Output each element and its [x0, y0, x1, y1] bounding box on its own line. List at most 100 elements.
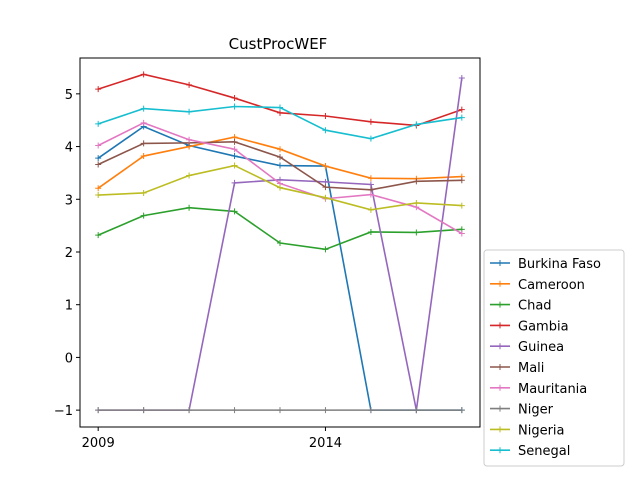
data-point-senegal [186, 108, 193, 115]
data-point-niger [186, 407, 193, 414]
data-point-niger [413, 407, 420, 414]
legend-label-chad: Chad [518, 299, 552, 314]
data-point-mali [413, 178, 420, 185]
legend-marker-guinea [497, 343, 503, 350]
data-point-gambia [231, 95, 238, 102]
y-tick-label: 5 [65, 88, 73, 103]
legend-marker-gambia [497, 322, 503, 329]
data-point-senegal [140, 105, 147, 112]
data-point-nigeria [458, 202, 465, 209]
data-point-gambia [95, 86, 102, 93]
legend-marker-senegal [497, 447, 503, 454]
data-point-chad [367, 228, 374, 235]
y-tick-label: 0 [65, 351, 73, 366]
x-tick-label: 2009 [82, 436, 115, 451]
y-axis: −1 0 1 2 3 4 5 [54, 88, 80, 419]
legend-label-burkina-faso: Burkina Faso [518, 257, 601, 272]
data-point-chad [231, 208, 238, 215]
data-point-niger [140, 407, 147, 414]
data-point-nigeria [186, 172, 193, 179]
y-tick-label: 2 [65, 246, 73, 261]
data-point-mauritania [367, 191, 374, 198]
data-point-cameroon [322, 163, 329, 170]
data-point-niger [231, 407, 238, 414]
data-point-mali [95, 161, 102, 168]
data-point-senegal [231, 103, 238, 110]
data-point-nigeria [413, 199, 420, 206]
data-point-niger [458, 407, 465, 414]
legend: Burkina Faso Cameroon Chad Gambia Guinea Mali… [483, 249, 625, 467]
data-point-mauritania [231, 146, 238, 153]
data-point-burkina-faso [95, 155, 102, 162]
data-point-senegal [322, 127, 329, 134]
data-point-gambia [277, 109, 283, 116]
legend-marker-cameroon [497, 280, 503, 287]
data-point-cameroon [140, 153, 147, 160]
data-point-senegal [95, 120, 102, 127]
legend-marker-chad [497, 301, 503, 308]
data-point-niger [277, 407, 283, 414]
legend-label-senegal: Senegal [518, 444, 570, 459]
data-point-chad [95, 232, 102, 239]
data-point-mauritania [95, 142, 102, 149]
data-point-nigeria [367, 206, 374, 213]
data-point-nigeria [95, 192, 102, 199]
legend-marker-mali [497, 364, 503, 370]
data-point-mauritania [458, 230, 465, 237]
data-point-cameroon [95, 185, 102, 192]
legend-marker-mauritania [497, 384, 503, 391]
legend-marker-nigeria [497, 426, 503, 433]
data-point-nigeria [322, 194, 329, 201]
x-axis: 2009 2014 [82, 427, 342, 451]
data-point-mali [458, 177, 465, 184]
data-point-burkina-faso [231, 153, 238, 160]
data-point-cameroon [277, 146, 283, 153]
data-point-gambia [367, 118, 374, 125]
data-point-senegal [413, 121, 420, 128]
data-point-chad [277, 240, 283, 247]
data-point-niger [95, 407, 102, 414]
data-point-guinea [458, 75, 465, 82]
legend-marker-niger [497, 405, 503, 412]
data-point-chad [413, 229, 420, 236]
data-point-senegal [458, 114, 465, 121]
data-point-chad [140, 212, 147, 219]
data-point-chad [186, 204, 193, 211]
data-point-gambia [322, 112, 329, 119]
legend-marker-burkina-faso [497, 260, 503, 266]
y-tick-label: 3 [65, 193, 73, 208]
legend-label-mauritania: Mauritania [518, 382, 587, 397]
data-point-nigeria [231, 162, 238, 169]
data-point-mali [231, 138, 238, 145]
data-point-gambia [458, 106, 465, 113]
legend-label-mali: Mali [518, 361, 544, 376]
data-point-senegal [367, 135, 374, 142]
data-point-mali [277, 154, 283, 161]
legend-label-guinea: Guinea [518, 340, 564, 355]
legend-label-niger: Niger [518, 403, 554, 418]
y-tick-label: −1 [54, 404, 73, 419]
data-point-burkina-faso [277, 162, 283, 169]
data-point-mali [322, 184, 329, 191]
legend-label-gambia: Gambia [518, 319, 569, 334]
data-point-gambia [186, 81, 193, 88]
legend-box [483, 249, 625, 467]
data-point-niger [322, 407, 329, 414]
plot-lines [95, 71, 465, 414]
data-point-guinea [367, 181, 374, 188]
data-point-nigeria [277, 184, 283, 191]
chart-title: CustProcWEF [229, 35, 328, 53]
data-point-chad [322, 246, 329, 253]
y-tick-label: 4 [65, 141, 73, 156]
data-point-mauritania [186, 136, 193, 143]
series-line-gambia [97, 73, 463, 127]
data-point-guinea [231, 179, 238, 186]
legend-label-nigeria: Nigeria [518, 423, 565, 438]
data-point-mauritania [140, 119, 147, 126]
data-point-guinea [322, 178, 329, 185]
data-point-mali [140, 140, 147, 147]
data-point-niger [367, 407, 374, 414]
y-tick-label: 1 [65, 299, 73, 314]
data-point-nigeria [140, 189, 147, 196]
